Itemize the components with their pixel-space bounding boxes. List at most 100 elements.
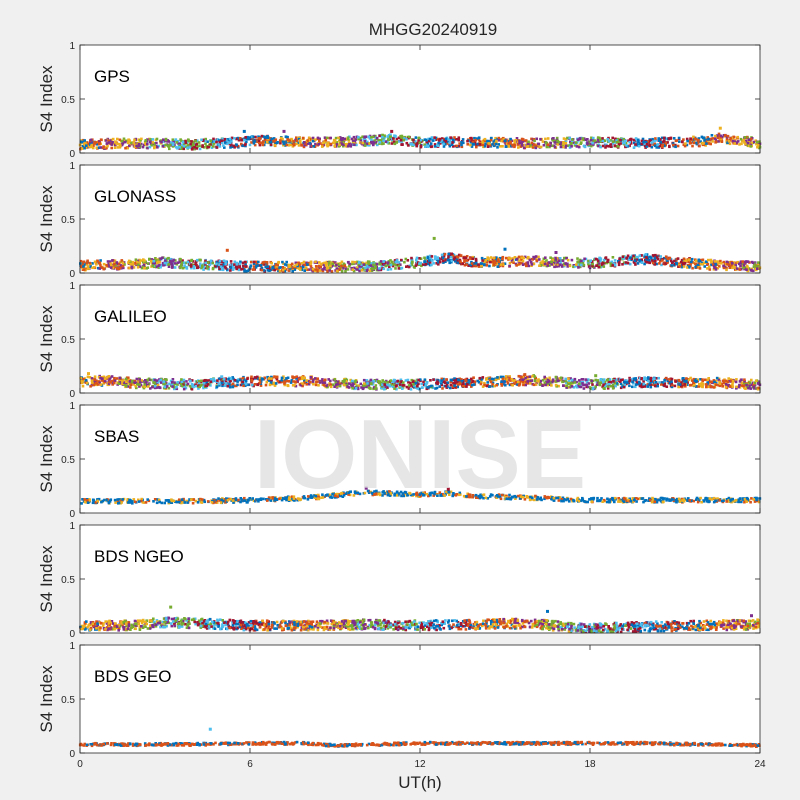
data-point <box>481 141 485 144</box>
data-point <box>501 264 505 268</box>
data-point <box>698 383 701 386</box>
data-point <box>386 383 390 387</box>
data-point <box>743 380 746 383</box>
data-point <box>426 386 429 389</box>
data-point <box>587 140 591 144</box>
data-point <box>83 146 86 150</box>
data-point <box>338 268 341 271</box>
data-point <box>81 147 84 150</box>
data-point <box>184 386 188 390</box>
data-point <box>178 381 181 385</box>
data-point <box>573 144 577 147</box>
data-point <box>98 142 101 146</box>
data-point <box>755 142 758 146</box>
data-point <box>415 258 418 262</box>
data-point <box>343 137 347 141</box>
data-point <box>403 137 406 140</box>
data-point <box>434 257 437 261</box>
data-point <box>386 138 390 142</box>
data-point <box>419 144 423 148</box>
data-point <box>154 257 157 260</box>
data-point <box>374 140 378 144</box>
data-point <box>102 145 105 148</box>
data-point <box>712 268 716 271</box>
data-point <box>414 140 417 143</box>
data-point <box>481 139 485 143</box>
data-point <box>609 139 613 142</box>
data-point <box>164 138 168 142</box>
data-point <box>471 142 475 146</box>
data-point <box>590 379 594 383</box>
data-point <box>363 136 366 139</box>
data-point <box>739 264 742 268</box>
data-point <box>303 376 306 380</box>
data-point <box>652 379 656 383</box>
data-point <box>701 136 705 140</box>
data-point <box>215 260 219 264</box>
data-point <box>102 375 106 379</box>
data-point <box>92 144 95 147</box>
data-point <box>433 143 437 146</box>
data-point <box>557 384 560 388</box>
data-point <box>738 380 742 383</box>
data-point <box>202 138 205 142</box>
data-point <box>328 269 331 272</box>
data-point <box>400 134 404 138</box>
data-point <box>81 384 85 388</box>
data-point <box>386 268 390 271</box>
data-point <box>428 139 431 143</box>
data-point <box>362 378 366 382</box>
data-point <box>659 255 662 258</box>
data-point <box>142 263 146 267</box>
data-point <box>244 263 247 266</box>
data-point <box>110 375 114 378</box>
data-point <box>224 261 227 264</box>
data-point <box>538 264 541 267</box>
data-point <box>175 141 179 144</box>
data-point <box>440 139 444 142</box>
data-point <box>500 139 503 143</box>
data-point <box>156 146 159 149</box>
data-point <box>241 261 245 265</box>
data-point <box>598 257 601 261</box>
data-point <box>239 383 243 387</box>
data-point <box>133 143 137 147</box>
data-point <box>716 260 719 263</box>
data-point <box>683 380 686 383</box>
data-point <box>507 142 510 145</box>
data-point <box>643 262 646 266</box>
data-point <box>156 261 159 265</box>
data-point <box>733 142 736 145</box>
data-point <box>733 138 737 142</box>
data-point <box>520 256 523 259</box>
data-point <box>150 144 153 147</box>
data-point <box>545 145 549 149</box>
data-point <box>646 261 649 264</box>
data-point <box>537 378 540 381</box>
data-point <box>743 141 746 144</box>
data-point <box>566 136 569 140</box>
data-point <box>253 376 257 379</box>
data-point <box>599 145 602 149</box>
data-point <box>710 380 713 383</box>
data-point <box>715 263 719 266</box>
data-point <box>502 138 506 141</box>
data-point <box>706 267 709 270</box>
data-point <box>348 143 351 146</box>
data-point <box>623 139 627 143</box>
data-point <box>464 256 468 260</box>
data-point <box>497 258 500 261</box>
data-point <box>173 381 176 384</box>
data-point <box>333 139 337 142</box>
data-point <box>249 260 253 264</box>
data-point <box>538 258 541 261</box>
data-point <box>374 265 378 268</box>
data-point <box>724 134 727 137</box>
data-point <box>83 268 86 271</box>
data-point <box>717 140 720 143</box>
data-point <box>156 380 160 384</box>
data-point <box>301 264 305 267</box>
data-point <box>365 265 369 268</box>
data-point <box>613 259 617 262</box>
data-point <box>459 260 462 263</box>
